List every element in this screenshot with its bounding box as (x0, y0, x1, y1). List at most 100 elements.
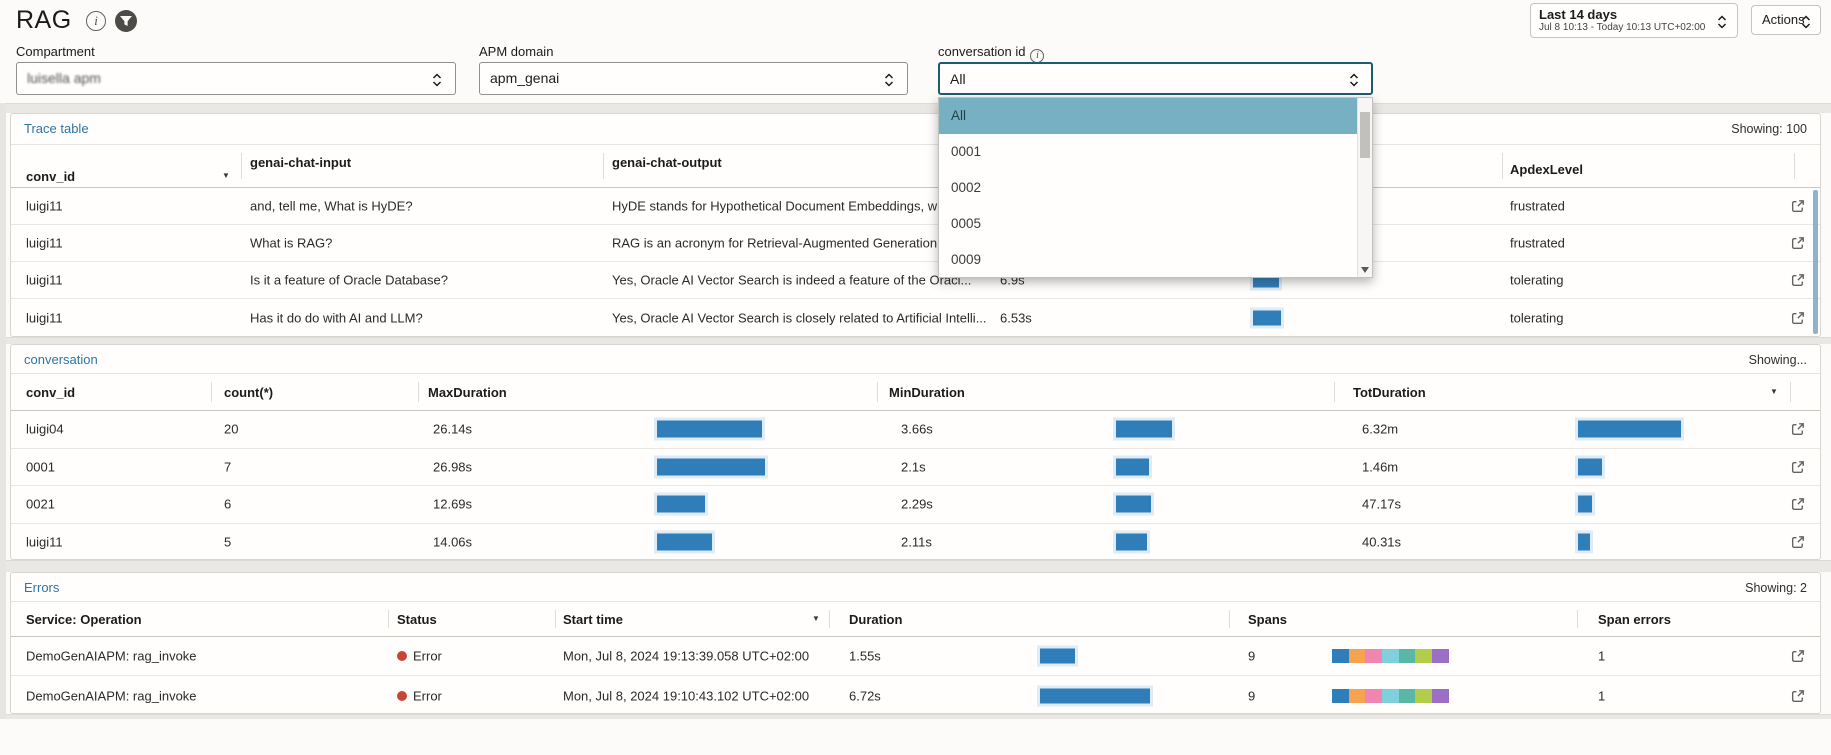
span-segment (1398, 688, 1416, 703)
info-icon[interactable]: i (86, 11, 106, 31)
column-header-duration[interactable]: Duration (849, 612, 903, 627)
chevron-updown-icon (432, 73, 442, 87)
info-icon[interactable]: i (1030, 49, 1045, 63)
conv-count: 20 (224, 421, 239, 437)
page-title: RAG (16, 6, 72, 34)
open-in-new-icon[interactable] (1790, 198, 1806, 214)
conversation-id-select[interactable]: All (938, 62, 1373, 95)
section-gap (0, 103, 1831, 113)
table-row[interactable]: luigi11 5 14.06s 2.11s 40.31s (11, 524, 1820, 562)
min-duration-bar (1116, 533, 1147, 551)
conv-max: 26.14s (433, 421, 473, 437)
chevron-updown-icon (1801, 15, 1811, 29)
trace-output: RAG is an acronym for Retrieval-Augmente… (612, 235, 963, 251)
open-in-new-icon[interactable] (1790, 235, 1806, 251)
filter-icon[interactable] (115, 10, 137, 32)
sort-descending-icon[interactable]: ▼ (812, 614, 820, 623)
actions-button[interactable]: Actions (1751, 5, 1821, 35)
error-service: DemoGenAIAPM: rag_invoke (26, 688, 197, 703)
column-header-conv-id[interactable]: conv_id (26, 169, 76, 184)
open-in-new-icon[interactable] (1790, 534, 1806, 550)
dropdown-option[interactable]: 0005 (951, 216, 982, 231)
open-in-new-icon[interactable] (1790, 688, 1806, 704)
column-header-apdexlevel[interactable]: ApdexLevel (1510, 162, 1583, 177)
trace-output: Yes, Oracle AI Vector Search is indeed a… (612, 272, 972, 288)
dropdown-option[interactable]: 0009 (951, 252, 982, 267)
column-divider (241, 153, 242, 179)
column-header-totduration[interactable]: TotDuration (1353, 385, 1426, 400)
conversation-id-label-text: conversation id (938, 44, 1026, 59)
conv-id: luigi11 (26, 534, 63, 550)
column-header-start-time[interactable]: Start time (563, 612, 623, 627)
column-header-maxduration[interactable]: MaxDuration (428, 385, 507, 400)
column-header-genai-chat-input[interactable]: genai-chat-input (250, 155, 352, 170)
table-row[interactable]: luigi11 What is RAG? RAG is an acronym f… (11, 225, 1820, 262)
table-scrollbar[interactable] (1813, 190, 1818, 334)
trace-output: Yes, Oracle AI Vector Search is closely … (612, 310, 987, 325)
open-in-new-icon[interactable] (1790, 459, 1806, 475)
scroll-down-icon[interactable] (1361, 267, 1369, 273)
table-row[interactable]: 0001 7 26.98s 2.1s 1.46m (11, 449, 1820, 486)
apm-domain-value: apm_genai (490, 70, 560, 86)
time-range-picker[interactable]: Last 14 days Jul 8 10:13 - Today 10:13 U… (1530, 3, 1738, 38)
span-segment (1432, 649, 1449, 663)
error-spans: 9 (1248, 648, 1256, 664)
column-header-minduration[interactable]: MinDuration (889, 385, 965, 400)
errors-title[interactable]: Errors (24, 580, 60, 595)
table-row[interactable]: luigi11 Is it a feature of Oracle Databa… (11, 262, 1820, 299)
column-header-conv-id[interactable]: conv_id (26, 385, 76, 400)
span-segment (1382, 688, 1399, 703)
sort-descending-icon[interactable]: ▼ (222, 171, 230, 180)
conv-tot: 1.46m (1362, 459, 1399, 475)
column-divider (555, 610, 556, 628)
table-row[interactable]: luigi11 Has it do do with AI and LLM? Ye… (11, 299, 1820, 336)
duration-bar (1040, 648, 1075, 664)
table-row[interactable]: luigi04 20 26.14s 3.66s 6.32m (11, 411, 1820, 449)
min-duration-bar (1116, 420, 1172, 438)
column-header-count[interactable]: count(*) (224, 385, 274, 400)
column-header-span-errors[interactable]: Span errors (1598, 612, 1671, 627)
column-header-genai-chat-output[interactable]: genai-chat-output (612, 155, 722, 170)
open-in-new-icon[interactable] (1790, 496, 1806, 512)
trace-conv-id: luigi11 (26, 198, 63, 214)
conversation-id-dropdown: All 0001 0002 0005 0009 (938, 97, 1373, 278)
column-divider (877, 382, 878, 402)
trace-input: and, tell me, What is HyDE? (250, 198, 413, 214)
error-span-errors: 1 (1598, 688, 1606, 703)
open-in-new-icon[interactable] (1790, 421, 1806, 437)
table-row[interactable]: luigi11 and, tell me, What is HyDE? HyDE… (11, 188, 1820, 225)
compartment-select[interactable]: luisella apm (16, 62, 456, 95)
open-in-new-icon[interactable] (1790, 648, 1806, 664)
column-header-status[interactable]: Status (397, 612, 437, 627)
column-divider (1577, 610, 1578, 628)
min-duration-bar (1116, 458, 1149, 476)
trace-apdex: tolerating (1510, 310, 1564, 325)
conversation-title[interactable]: conversation (24, 352, 98, 367)
sort-descending-icon[interactable]: ▼ (1770, 387, 1778, 396)
trace-apdex: frustrated (1510, 235, 1565, 251)
dropdown-option[interactable]: All (939, 98, 1372, 134)
open-in-new-icon[interactable] (1790, 272, 1806, 288)
dropdown-scrollbar[interactable] (1357, 98, 1372, 277)
table-row[interactable]: DemoGenAIAPM: rag_invoke Error Mon, Jul … (11, 676, 1820, 715)
tot-duration-bar (1578, 420, 1681, 438)
dropdown-option[interactable]: 0002 (951, 180, 982, 195)
trace-table-title[interactable]: Trace table (24, 121, 89, 136)
span-segment (1348, 688, 1366, 703)
column-header-service-operation[interactable]: Service: Operation (26, 612, 142, 627)
time-range-label: Last 14 days (1539, 7, 1618, 22)
open-in-new-icon[interactable] (1790, 310, 1806, 326)
compartment-label: Compartment (16, 44, 95, 59)
max-duration-bar (657, 420, 762, 438)
spans-bar (1332, 688, 1449, 703)
apm-domain-select[interactable]: apm_genai (479, 62, 908, 95)
column-header-spans[interactable]: Spans (1248, 612, 1288, 627)
table-row[interactable]: DemoGenAIAPM: rag_invoke Error Mon, Jul … (11, 637, 1820, 676)
span-segment (1332, 649, 1349, 663)
scrollbar-thumb[interactable] (1360, 112, 1370, 158)
spans-bar (1332, 649, 1449, 663)
tot-duration-bar (1578, 458, 1602, 476)
table-row[interactable]: 0021 6 12.69s 2.29s 47.17s (11, 486, 1820, 524)
dropdown-option[interactable]: 0001 (951, 144, 982, 159)
span-segment (1332, 688, 1349, 703)
